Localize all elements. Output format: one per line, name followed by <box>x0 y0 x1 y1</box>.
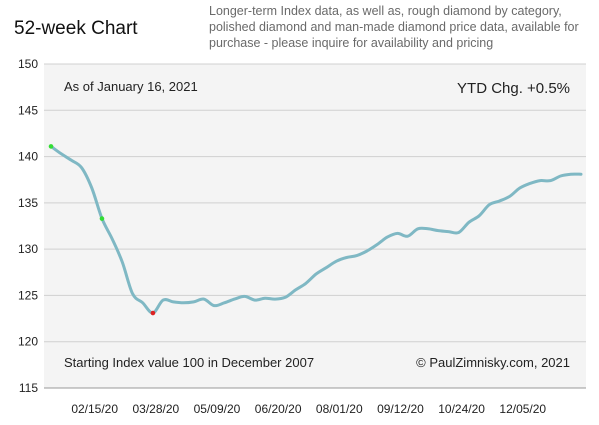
x-tick-label: 02/15/20 <box>71 402 118 416</box>
x-tick-label: 08/01/20 <box>316 402 363 416</box>
x-tick-label: 10/24/20 <box>438 402 485 416</box>
low-point-marker <box>150 310 156 316</box>
as-of-label: As of January 16, 2021 <box>64 79 198 94</box>
y-tick-label: 125 <box>18 288 38 302</box>
y-tick-label: 120 <box>18 335 38 349</box>
ytd-change-label: YTD Chg. +0.5% <box>457 80 570 97</box>
high-point-marker <box>48 144 54 149</box>
y-tick-label: 145 <box>18 103 38 117</box>
y-axis-ticks: 150 145 140 135 130 125 120 115 <box>18 57 38 395</box>
x-tick-label: 12/05/20 <box>499 402 546 416</box>
chart-title: 52-week Chart <box>14 18 138 39</box>
x-tick-label: 09/12/20 <box>377 402 424 416</box>
y-tick-label: 130 <box>18 242 38 256</box>
copyright-label: © PaulZimnisky.com, 2021 <box>416 355 570 370</box>
x-tick-label: 05/09/20 <box>194 402 241 416</box>
y-tick-label: 140 <box>18 150 38 164</box>
index-series-line <box>49 144 583 315</box>
x-tick-label: 03/28/20 <box>132 402 179 416</box>
starting-index-note: Starting Index value 100 in December 200… <box>64 355 314 370</box>
series-markers <box>48 144 156 316</box>
x-axis-ticks: 02/15/20 03/28/20 05/09/20 06/20/20 08/01/20… <box>71 402 546 416</box>
gridlines <box>44 63 586 389</box>
x-tick-label: 06/20/20 <box>255 402 302 416</box>
data-availability-note: Longer-term Index data, as well as, roug… <box>209 4 579 50</box>
y-tick-label: 135 <box>18 196 38 210</box>
y-tick-label: 115 <box>19 381 38 395</box>
plot-area <box>44 64 586 388</box>
high-point-marker <box>99 216 105 221</box>
y-tick-label: 150 <box>18 57 38 71</box>
